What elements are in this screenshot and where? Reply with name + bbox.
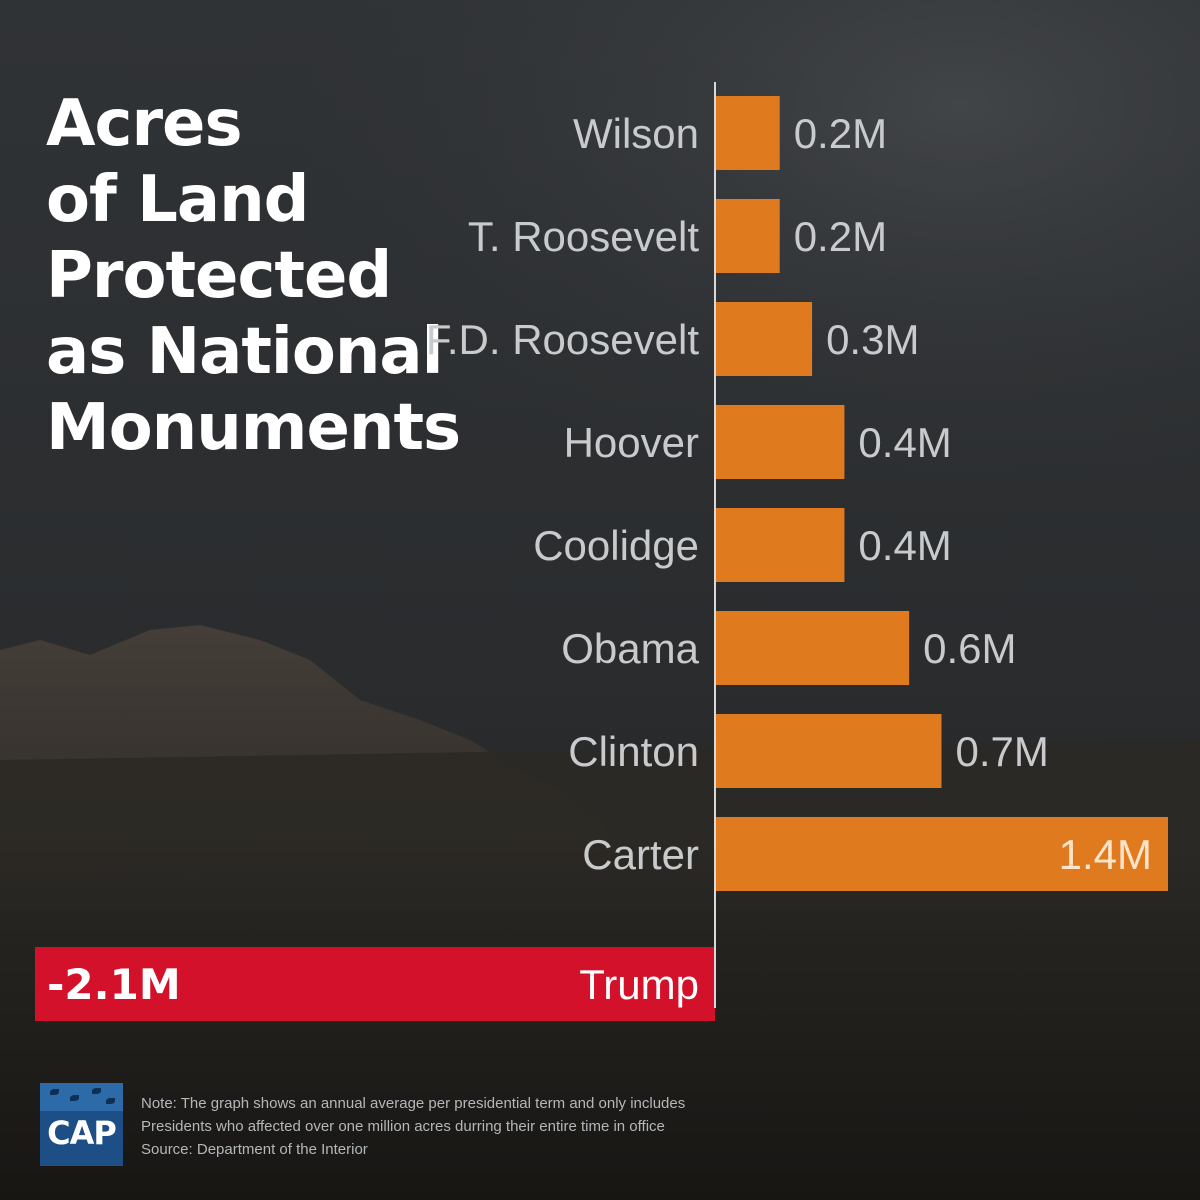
title-line: as National — [46, 315, 444, 389]
category-label-coolidge: Coolidge — [533, 522, 699, 569]
value-label-t-roosevelt: 0.2M — [794, 213, 887, 260]
bar-f-d-roosevelt — [715, 302, 813, 376]
value-label-hoover: 0.4M — [858, 419, 951, 466]
footnote-line: Note: The graph shows an annual average … — [141, 1095, 686, 1112]
footnote: Note: The graph shows an annual average … — [141, 1092, 741, 1161]
category-label-trump: Trump — [579, 961, 699, 1008]
bar-clinton — [715, 714, 942, 788]
value-label-clinton: 0.7M — [956, 728, 1049, 775]
cap-logo: CAP — [40, 1083, 123, 1166]
category-label-t-roosevelt: T. Roosevelt — [468, 213, 699, 260]
logo-birds-band — [40, 1083, 123, 1111]
footnote-source: Source: Department of the Interior — [141, 1141, 368, 1158]
category-label-carter: Carter — [582, 831, 699, 878]
value-label-f-d-roosevelt: 0.3M — [826, 316, 919, 363]
title-line: Acres — [46, 87, 243, 161]
logo-text: CAP — [47, 1114, 117, 1152]
bar-hoover — [715, 405, 845, 479]
chart-title: Acres of Land Protected as National Monu… — [46, 86, 466, 466]
category-label-clinton: Clinton — [568, 728, 699, 775]
bar-t-roosevelt — [715, 199, 780, 273]
title-line: Monuments — [46, 391, 461, 465]
title-line: of Land — [46, 163, 309, 237]
value-label-wilson: 0.2M — [794, 110, 887, 157]
category-label-f-d-roosevelt: F.D. Roosevelt — [426, 316, 699, 363]
category-label-wilson: Wilson — [573, 110, 699, 157]
value-label-trump: -2.1M — [47, 960, 181, 1009]
category-label-hoover: Hoover — [564, 419, 699, 466]
value-label-coolidge: 0.4M — [858, 522, 951, 569]
value-label-carter: 1.4M — [1059, 831, 1152, 878]
footnote-line: Presidents who affected over one million… — [141, 1118, 665, 1135]
category-label-obama: Obama — [561, 625, 699, 672]
value-label-obama: 0.6M — [923, 625, 1016, 672]
bar-coolidge — [715, 508, 845, 582]
bar-obama — [715, 611, 910, 685]
bar-wilson — [715, 96, 780, 170]
bar-trump — [35, 947, 715, 1021]
title-line: Protected — [46, 239, 392, 313]
bar-carter — [715, 817, 1168, 891]
